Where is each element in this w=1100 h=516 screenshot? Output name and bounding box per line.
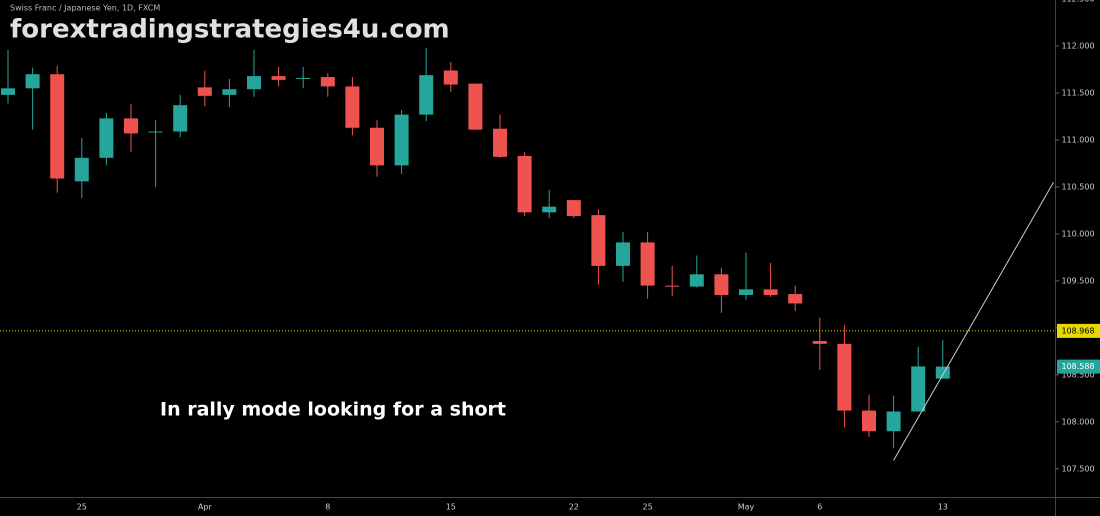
- candle-body: [739, 289, 753, 296]
- y-tick-label: 111.000: [1061, 135, 1094, 144]
- x-tick-label: 15: [446, 503, 456, 512]
- x-tick-label: 25: [77, 503, 87, 512]
- last-price-tag: [1057, 359, 1100, 374]
- candle-body: [296, 77, 311, 79]
- x-tick-label: Apr: [198, 503, 213, 512]
- candle-body: [394, 114, 409, 166]
- candle-body: [591, 215, 606, 266]
- candle-body: [370, 127, 384, 166]
- candle-body: [616, 242, 630, 266]
- x-tick-label: May: [738, 503, 755, 512]
- x-tick-label: 22: [569, 503, 579, 512]
- trend-line: [893, 182, 1054, 461]
- candle-body: [443, 70, 458, 85]
- candle-body: [1, 88, 15, 95]
- candle-body: [197, 87, 212, 96]
- x-tick-label: 6: [817, 503, 822, 512]
- candle-body: [714, 274, 729, 296]
- candle-body: [419, 75, 434, 115]
- y-tick-label: 109.500: [1061, 276, 1094, 285]
- candle-body: [665, 285, 680, 287]
- candle-body: [468, 83, 483, 130]
- candle-body: [25, 74, 40, 89]
- watermark: forextradingstrategies4u.com: [10, 15, 450, 45]
- y-tick-label: 112.000: [1061, 42, 1094, 51]
- price-line-tag: [1057, 323, 1100, 338]
- candle-body: [566, 200, 581, 217]
- candle-body: [763, 289, 778, 296]
- x-tick-label: 8: [325, 503, 330, 512]
- candle-body: [148, 131, 163, 133]
- candle-body: [124, 118, 138, 134]
- candle-body: [74, 157, 89, 182]
- candle-body: [222, 89, 237, 95]
- candle-body: [837, 343, 852, 411]
- candle-body: [271, 76, 286, 80]
- candle-body: [173, 105, 188, 132]
- candle-body: [50, 74, 65, 179]
- candle-body: [542, 206, 557, 213]
- candle-body: [247, 76, 261, 90]
- candle-body: [345, 86, 360, 128]
- y-tick-label: 111.500: [1061, 89, 1094, 98]
- annotation: In rally mode looking for a short: [160, 399, 506, 421]
- candle-body: [99, 118, 114, 158]
- candle-body: [689, 274, 704, 287]
- candle-body: [640, 242, 655, 286]
- x-tick-label: 13: [938, 503, 948, 512]
- x-tick-label: 25: [643, 503, 653, 512]
- candle-body: [886, 411, 901, 432]
- candle-body: [517, 155, 532, 213]
- y-tick-label: 110.000: [1061, 229, 1094, 238]
- price-line-label: 108.968: [1061, 326, 1094, 335]
- symbol-title: Swiss Franc / Japanese Yen, 1D, FXCM: [10, 4, 160, 13]
- candle-body: [862, 410, 876, 432]
- candle-body: [935, 366, 950, 379]
- last-price-label: 108.588: [1061, 362, 1094, 371]
- candle-body: [493, 128, 507, 157]
- candle-body: [911, 366, 926, 412]
- y-tick-label: 108.500: [1061, 370, 1094, 379]
- y-tick-label: 110.500: [1061, 182, 1094, 191]
- candle-body: [812, 341, 827, 344]
- candle-body: [788, 294, 803, 304]
- candle-body: [320, 77, 335, 87]
- y-tick-label: 112.500: [1061, 0, 1094, 4]
- y-tick-label: 107.500: [1061, 464, 1094, 473]
- y-tick-label: 108.000: [1061, 417, 1094, 426]
